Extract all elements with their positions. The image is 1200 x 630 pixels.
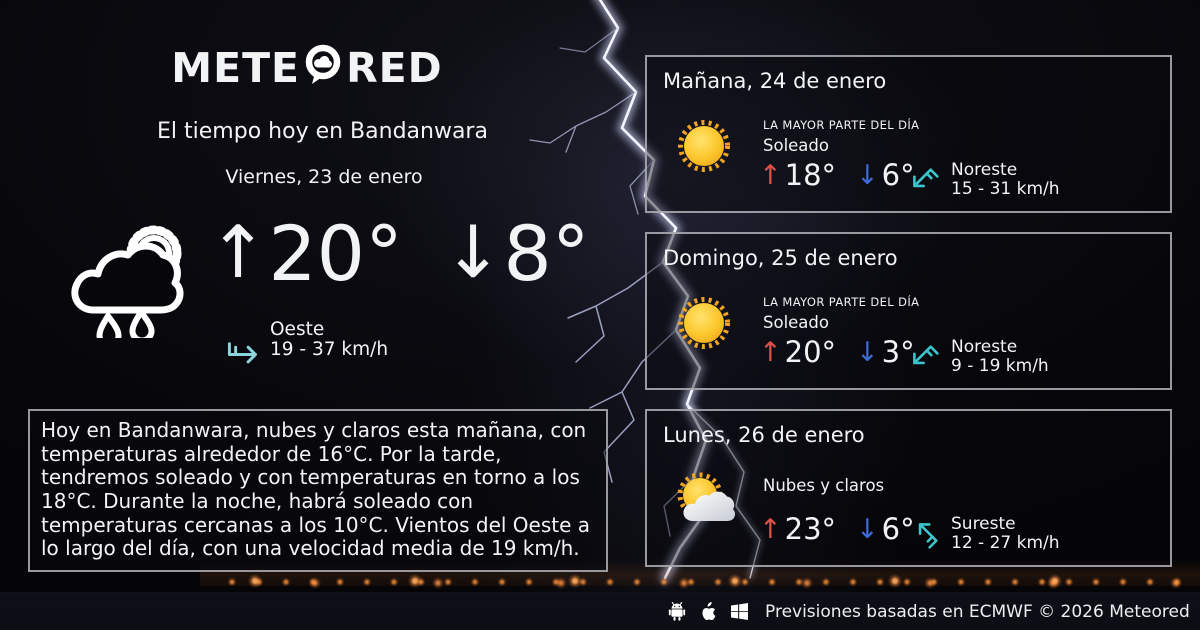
up-arrow-icon: ↑: [208, 210, 269, 294]
forecast-wind-direction: Noreste: [951, 337, 1018, 357]
forecast-min-temp: 6°: [881, 512, 915, 546]
today-temperatures: ↑ 20° ↓ 8°: [208, 216, 590, 292]
wind-direction-southeast-icon: [918, 523, 938, 549]
forecast-temperatures: ↑ 18° ↓ 6°: [759, 161, 915, 190]
today-max-temp: ↑ 20°: [208, 209, 404, 298]
forecast-period-label: LA MAYOR PARTE DEL DÍA: [763, 295, 920, 309]
forecast-credit: Previsiones basadas en ECMWF © 2026 Mete…: [765, 601, 1190, 622]
forecast-max-temp: 20°: [784, 335, 837, 369]
today-weather-icon-sun-cloud-rain: [62, 216, 196, 348]
forecast-wind-direction: Noreste: [951, 160, 1018, 180]
wind-direction-northeast-icon: [913, 168, 939, 188]
today-wind-speed: 19 - 37 km/h: [270, 338, 389, 360]
city-lights: [225, 569, 1200, 593]
today-min-temp: ↓ 8°: [443, 209, 590, 298]
forecast-wind-speed: 9 - 19 km/h: [951, 356, 1049, 377]
forecast-condition: Soleado: [763, 313, 829, 332]
forecast-condition: Nubes y claros: [763, 476, 885, 495]
wind-direction-west-icon: [227, 342, 257, 364]
forecast-min-temp: 3°: [881, 335, 915, 369]
page-title: El tiempo hoy en Bandanwara: [157, 119, 488, 144]
forecast-max-temp: 23°: [784, 512, 837, 546]
forecast-day-label: Lunes, 26 de enero: [663, 423, 865, 447]
forecast-day-label: Domingo, 25 de enero: [663, 246, 898, 270]
forecast-card-monday: Lunes, 26 de enero Nubes y claros ↑ 23° …: [645, 409, 1172, 567]
meteored-logo: METE RED: [0, 44, 614, 93]
wind-direction-northeast-icon: [913, 345, 939, 365]
platform-icons: [668, 601, 748, 622]
forecast-max-temp: 18°: [784, 158, 837, 192]
forecast-wind: Noreste 9 - 19 km/h: [910, 337, 1049, 377]
up-arrow-icon: ↑: [759, 337, 782, 368]
forecast-min-temp: 6°: [881, 158, 915, 192]
android-icon: [668, 602, 686, 621]
sun-cloud-icon: [673, 469, 737, 535]
windows-icon: [731, 603, 748, 620]
forecast-wind: Sureste 12 - 27 km/h: [910, 514, 1060, 554]
today-summary-text: Hoy en Bandanwara, nubes y claros esta m…: [28, 409, 608, 572]
up-arrow-icon: ↑: [759, 514, 782, 545]
forecast-wind-speed: 15 - 31 km/h: [951, 179, 1060, 200]
sun-icon: [673, 115, 735, 181]
forecast-card-tomorrow: Mañana, 24 de enero LA MAYOR PARTE DEL D…: [645, 55, 1172, 213]
forecast-period-label: LA MAYOR PARTE DEL DÍA: [763, 118, 920, 132]
today-wind: Oeste 19 - 37 km/h: [225, 320, 388, 367]
apple-icon: [702, 601, 716, 620]
forecast-card-sunday: Domingo, 25 de enero LA MAYOR PARTE DEL …: [645, 232, 1172, 390]
down-arrow-icon: ↓: [856, 160, 879, 191]
forecast-day-label: Mañana, 24 de enero: [663, 69, 887, 93]
logo-text-suffix: RED: [346, 44, 443, 92]
forecast-wind-speed: 12 - 27 km/h: [951, 533, 1060, 554]
forecast-temperatures: ↑ 23° ↓ 6°: [759, 515, 915, 544]
forecast-temperatures: ↑ 20° ↓ 3°: [759, 338, 915, 367]
down-arrow-icon: ↓: [856, 337, 879, 368]
up-arrow-icon: ↑: [759, 160, 782, 191]
down-arrow-icon: ↓: [856, 514, 879, 545]
forecast-condition: Soleado: [763, 136, 829, 155]
today-wind-direction: Oeste: [270, 319, 325, 340]
forecast-wind: Noreste 15 - 31 km/h: [910, 160, 1060, 200]
cloud-speech-bubble-icon: [303, 44, 343, 93]
footer-bar: Previsiones basadas en ECMWF © 2026 Mete…: [0, 593, 1200, 630]
sun-icon: [673, 292, 735, 358]
current-date: Viernes, 23 de enero: [225, 166, 423, 188]
forecast-wind-direction: Sureste: [951, 514, 1016, 534]
logo-text-prefix: METE: [171, 44, 301, 92]
down-arrow-icon: ↓: [443, 210, 504, 294]
